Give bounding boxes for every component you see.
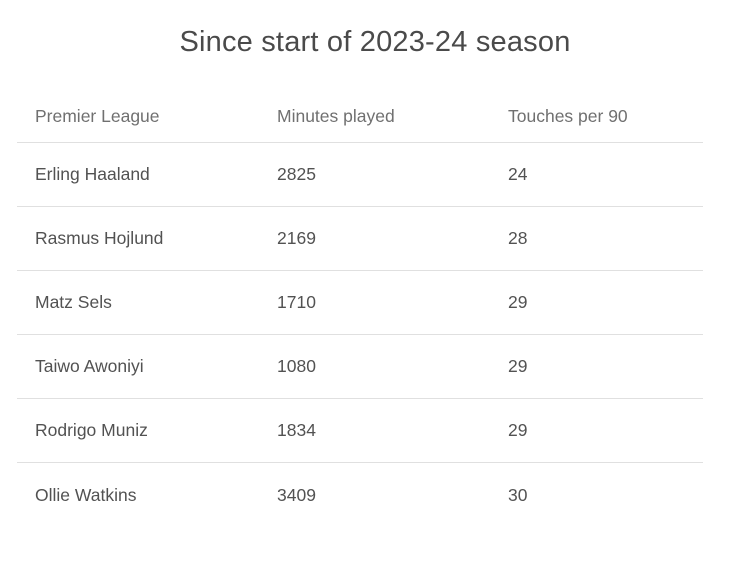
minutes-played-cell: 1710 xyxy=(277,292,316,312)
player-name-cell: Taiwo Awoniyi xyxy=(35,356,144,376)
table-row: Taiwo Awoniyi 1080 29 xyxy=(17,335,703,399)
touches-per-90-cell: 29 xyxy=(508,420,528,440)
touches-per-90-cell: 29 xyxy=(508,292,528,312)
minutes-played-cell: 1834 xyxy=(277,420,316,440)
player-name-cell: Rasmus Hojlund xyxy=(35,228,164,248)
touches-per-90-cell: 30 xyxy=(508,484,528,505)
minutes-played-cell: 3409 xyxy=(277,484,316,505)
touches-per-90-cell: 29 xyxy=(508,356,528,376)
minutes-played-cell: 2825 xyxy=(277,164,316,184)
column-header-touches-per-90: Touches per 90 xyxy=(508,106,628,126)
table-row: Matz Sels 1710 29 xyxy=(17,271,703,335)
player-name-cell: Ollie Watkins xyxy=(35,484,137,505)
stats-table: Premier League Minutes played Touches pe… xyxy=(17,91,703,527)
minutes-played-cell: 1080 xyxy=(277,356,316,376)
page-title: Since start of 2023-24 season xyxy=(179,26,571,58)
column-header-premier-league: Premier League xyxy=(35,106,160,126)
player-name-cell: Erling Haaland xyxy=(35,164,150,184)
table-row: Rasmus Hojlund 2169 28 xyxy=(17,207,703,271)
touches-per-90-cell: 28 xyxy=(508,228,528,248)
table-row: Rodrigo Muniz 1834 29 xyxy=(17,399,703,463)
table-row: Erling Haaland 2825 24 xyxy=(17,143,703,207)
column-header-minutes-played: Minutes played xyxy=(277,106,395,126)
minutes-played-cell: 2169 xyxy=(277,228,316,248)
player-name-cell: Matz Sels xyxy=(35,292,112,312)
table-header-row: Premier League Minutes played Touches pe… xyxy=(17,91,703,143)
touches-per-90-cell: 24 xyxy=(508,164,528,184)
player-name-cell: Rodrigo Muniz xyxy=(35,420,148,440)
table-row: Ollie Watkins 3409 30 xyxy=(17,463,703,527)
